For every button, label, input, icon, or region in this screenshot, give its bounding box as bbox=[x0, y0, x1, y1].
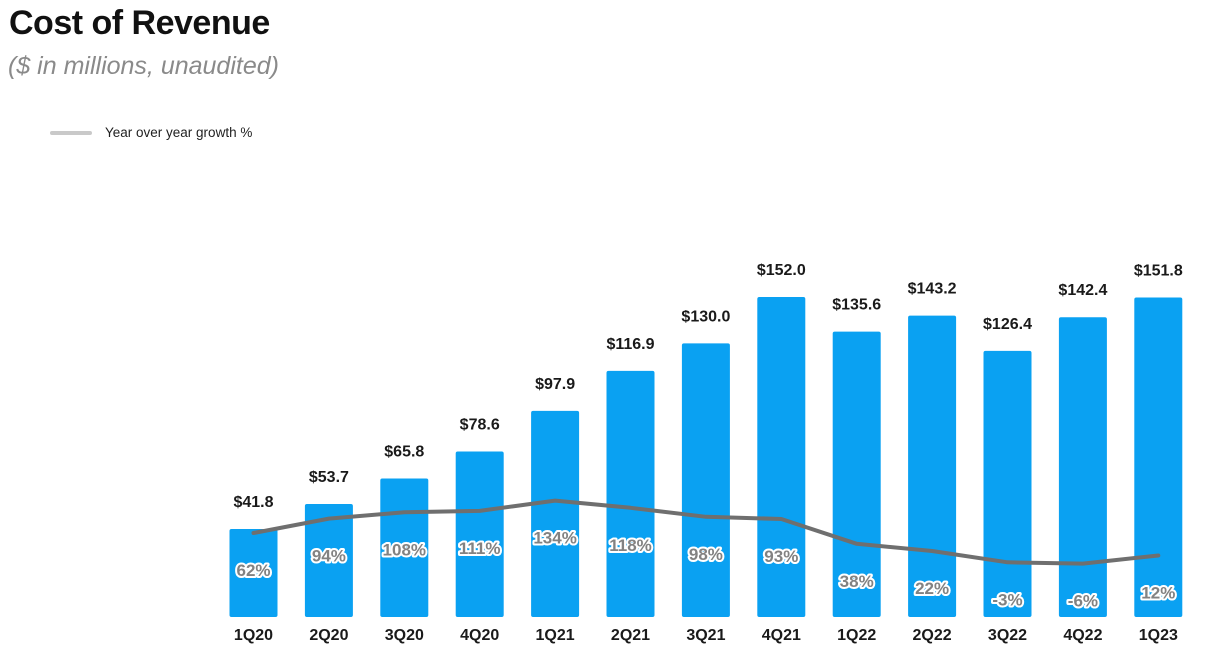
bar-2Q22 bbox=[908, 315, 957, 617]
bar-3Q22 bbox=[983, 350, 1032, 617]
chart-title: Cost of Revenue bbox=[9, 4, 270, 42]
x-axis-label-3Q20: 3Q20 bbox=[385, 627, 424, 644]
growth-label-1Q23: 12% bbox=[1141, 584, 1175, 603]
growth-label-3Q21: 98% bbox=[689, 545, 723, 564]
growth-label-1Q22: 38% bbox=[840, 572, 874, 591]
x-axis-label-1Q21: 1Q21 bbox=[536, 627, 575, 644]
growth-label-1Q20: 62% bbox=[236, 561, 270, 580]
growth-label-4Q22: -6% bbox=[1068, 592, 1098, 611]
bars-group bbox=[229, 297, 1183, 617]
bar-4Q20 bbox=[455, 451, 504, 617]
x-axis-label-4Q21: 4Q21 bbox=[762, 627, 801, 644]
bar-4Q21 bbox=[757, 297, 806, 617]
growth-label-4Q21: 93% bbox=[764, 547, 798, 566]
bar-2Q20 bbox=[304, 504, 353, 617]
bar-value-label-4Q22: $142.4 bbox=[1058, 282, 1107, 299]
x-axis-label-1Q20: 1Q20 bbox=[234, 627, 273, 644]
bar-value-label-4Q20: $78.6 bbox=[460, 417, 500, 434]
bar-1Q21 bbox=[531, 410, 580, 617]
value-labels-group: $41.8 $53.7 $65.8 $78.6 $97.9 $116.9 $130.0 $15… bbox=[233, 262, 1182, 511]
bar-4Q22 bbox=[1058, 317, 1107, 617]
bar-1Q23 bbox=[1134, 297, 1183, 617]
growth-label-2Q20: 94% bbox=[312, 547, 346, 566]
bar-value-label-1Q22: $135.6 bbox=[832, 297, 881, 314]
bar-value-label-3Q22: $126.4 bbox=[983, 316, 1032, 333]
growth-line bbox=[251, 498, 1161, 566]
growth-line-swatch-icon bbox=[50, 130, 92, 135]
bar-value-label-2Q20: $53.7 bbox=[309, 469, 349, 486]
bar-value-label-1Q20: $41.8 bbox=[233, 494, 273, 511]
x-axis-label-3Q22: 3Q22 bbox=[988, 627, 1027, 644]
x-axis-labels-group: 1Q20 2Q20 3Q20 4Q20 1Q21 2Q21 3Q21 4Q21 1Q22 2Q22… bbox=[234, 627, 1178, 644]
bar-value-label-2Q21: $116.9 bbox=[606, 336, 654, 353]
x-axis-label-4Q20: 4Q20 bbox=[460, 627, 499, 644]
growth-labels-group: 62% 94% 108% 111% 134% 118% 98% 93% 38% 22% -3% -6%… bbox=[234, 527, 1177, 613]
legend-label: Year over year growth % bbox=[105, 125, 253, 140]
bar-2Q21 bbox=[606, 370, 655, 617]
bar-value-label-2Q22: $143.2 bbox=[908, 281, 957, 298]
growth-label-4Q20: 111% bbox=[459, 539, 501, 558]
bar-3Q21 bbox=[681, 343, 730, 617]
growth-label-1Q21: 134% bbox=[533, 529, 576, 548]
x-axis-label-1Q23: 1Q23 bbox=[1139, 627, 1178, 644]
bar-value-label-3Q21: $130.0 bbox=[681, 308, 730, 325]
growth-label-3Q22: -3% bbox=[992, 590, 1022, 609]
x-axis-label-3Q21: 3Q21 bbox=[686, 627, 725, 644]
growth-label-2Q21: 118% bbox=[609, 536, 652, 555]
growth-label-2Q22: 22% bbox=[915, 579, 949, 598]
legend: Year over year growth % bbox=[50, 125, 252, 140]
bar-1Q20 bbox=[229, 529, 278, 617]
bar-value-label-3Q20: $65.8 bbox=[384, 444, 424, 461]
x-axis-label-2Q20: 2Q20 bbox=[309, 627, 348, 644]
x-axis-label-4Q22: 4Q22 bbox=[1063, 627, 1102, 644]
chart-subtitle: ($ in millions, unaudited) bbox=[8, 52, 279, 80]
bar-value-label-4Q21: $152.0 bbox=[757, 262, 806, 279]
x-axis-label-2Q22: 2Q22 bbox=[913, 627, 952, 644]
chart-header: Cost of Revenue ($ in millions, unaudite… bbox=[0, 0, 1208, 81]
growth-line-group bbox=[251, 498, 1161, 566]
x-axis-label-1Q22: 1Q22 bbox=[837, 627, 876, 644]
x-axis-label-2Q21: 2Q21 bbox=[611, 627, 650, 644]
bar-value-label-1Q23: $151.8 bbox=[1134, 263, 1183, 280]
growth-label-3Q20: 108% bbox=[383, 540, 426, 559]
bar-value-label-1Q21: $97.9 bbox=[535, 376, 575, 393]
